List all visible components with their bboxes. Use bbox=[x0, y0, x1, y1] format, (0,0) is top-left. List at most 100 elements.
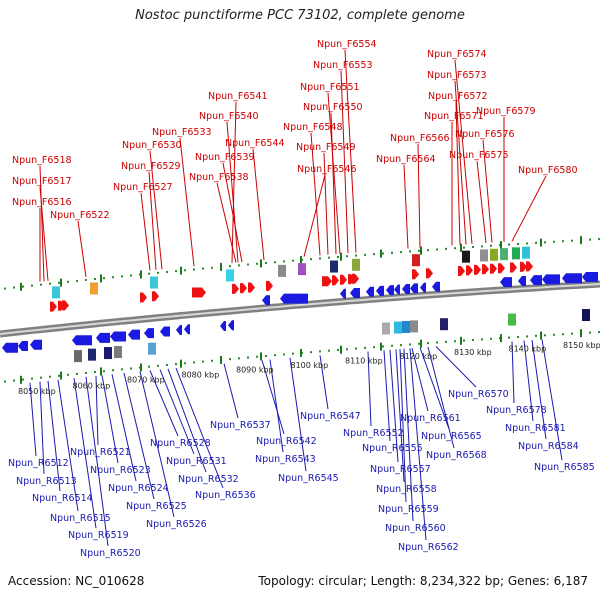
forward-leader-line bbox=[476, 160, 487, 244]
scale-dot bbox=[130, 274, 132, 277]
forward-gene-arrow bbox=[458, 265, 465, 276]
forward-gene-arrow bbox=[498, 263, 505, 274]
rna-feature-box bbox=[88, 348, 96, 361]
reverse-leader-line bbox=[149, 370, 179, 437]
scale-major-tick bbox=[260, 352, 262, 361]
reverse-leader-line bbox=[511, 341, 515, 404]
forward-gene-arrow bbox=[348, 274, 355, 285]
reverse-gene-arrow bbox=[420, 282, 426, 293]
reverse-leader-line bbox=[427, 346, 455, 449]
reverse-gene-arrow bbox=[144, 328, 154, 339]
scale-dot bbox=[238, 264, 240, 267]
reverse-leader-line bbox=[57, 379, 79, 512]
reverse-gene-label: Npun_R6558 bbox=[376, 484, 437, 495]
scale-dot bbox=[328, 349, 330, 352]
scale-major-tick bbox=[300, 256, 302, 264]
forward-leader-line bbox=[252, 148, 265, 261]
scale-dot bbox=[274, 354, 276, 357]
scale-dot bbox=[526, 335, 528, 338]
reverse-label-leaders bbox=[29, 339, 563, 547]
scale-dot bbox=[67, 280, 69, 283]
rna-feature-box bbox=[490, 248, 498, 261]
forward-leader-line bbox=[511, 175, 547, 242]
forward-gene-label: Npun_F6533 bbox=[152, 127, 212, 138]
reverse-gene-arrow bbox=[160, 326, 170, 337]
forward-leader-line bbox=[77, 220, 87, 277]
scale-dot bbox=[589, 238, 591, 241]
scale-dot bbox=[76, 279, 78, 282]
scale-dot bbox=[157, 271, 159, 274]
scale-dot bbox=[31, 377, 33, 380]
reverse-gene-label: Npun_R6585 bbox=[534, 462, 595, 473]
reverse-gene-arrow bbox=[562, 273, 582, 284]
scale-dot bbox=[229, 358, 231, 361]
scale-dot bbox=[265, 354, 267, 357]
scale-dot bbox=[202, 267, 204, 270]
scale-dot bbox=[346, 255, 348, 258]
forward-leader-line bbox=[140, 192, 151, 271]
scale-major-tick bbox=[460, 336, 462, 345]
reverse-gene-label: Npun_R6519 bbox=[68, 530, 129, 541]
scale-dot bbox=[319, 350, 321, 353]
scale-major-tick bbox=[460, 243, 462, 252]
reverse-leader-line bbox=[395, 349, 405, 483]
forward-gene-label: Npun_F6538 bbox=[189, 172, 249, 183]
scale-dot bbox=[22, 285, 24, 288]
reverse-leader-line bbox=[389, 349, 399, 463]
reverse-gene-arrow bbox=[376, 285, 384, 296]
reverse-gene-arrow bbox=[518, 275, 526, 286]
scale-dot bbox=[481, 338, 483, 341]
scale-dot bbox=[148, 272, 150, 275]
reverse-gene-label: Npun_R6570 bbox=[448, 389, 509, 400]
scale-dot bbox=[76, 372, 78, 375]
reverse-gene-label: Npun_R6531 bbox=[166, 456, 227, 467]
forward-gene-labels: Npun_F6518 Npun_F6517 Npun_F6516 Npun_F6522… bbox=[12, 39, 578, 221]
reverse-leader-line bbox=[73, 378, 97, 529]
scale-major-tick bbox=[140, 363, 142, 372]
reverse-gene-arrow bbox=[128, 329, 140, 340]
scale-dot bbox=[103, 277, 105, 280]
scale-dot bbox=[562, 240, 564, 243]
scale-major-tick bbox=[220, 355, 222, 364]
scale-dot bbox=[553, 240, 555, 243]
scale-dot bbox=[49, 282, 51, 285]
scale-major-tick bbox=[260, 259, 262, 268]
rna-feature-box bbox=[150, 276, 158, 289]
map-title: Nostoc punctiforme PCC 73102, complete g… bbox=[135, 8, 465, 23]
scale-dot bbox=[283, 353, 285, 356]
rna-features bbox=[52, 246, 590, 363]
forward-gene-arrow bbox=[62, 300, 69, 311]
rna-feature-box bbox=[394, 321, 402, 334]
scale-dot bbox=[472, 338, 474, 341]
scale-major-tick bbox=[420, 339, 422, 348]
forward-gene-arrow bbox=[58, 300, 65, 311]
scale-dot bbox=[211, 266, 213, 269]
reverse-gene-labels: Npun_R6512 Npun_R6513 Npun_R6514 Npun_R6515… bbox=[8, 389, 595, 559]
reverse-gene-arrow bbox=[184, 324, 190, 335]
scale-major-tick bbox=[500, 241, 502, 250]
reverse-gene-arrow bbox=[2, 342, 18, 353]
reverse-leader-line bbox=[419, 347, 450, 430]
forward-gene-label: Npun_F6580 bbox=[518, 165, 578, 176]
scale-dot bbox=[238, 357, 240, 360]
scale-major-tick bbox=[380, 249, 382, 258]
scale-dot bbox=[409, 343, 411, 346]
scale-dot bbox=[337, 348, 339, 351]
rna-feature-box bbox=[226, 269, 234, 282]
forward-gene-label: Npun_F6574 bbox=[427, 49, 487, 60]
scale-dot bbox=[463, 246, 465, 249]
scale-dot bbox=[175, 363, 177, 366]
rna-feature-box bbox=[402, 320, 410, 333]
scale-dot bbox=[526, 242, 528, 245]
scale-dot bbox=[121, 368, 123, 371]
scale-dot bbox=[310, 258, 312, 261]
forward-leader-line bbox=[330, 112, 337, 255]
scale-dot bbox=[517, 336, 519, 339]
reverse-leader-line bbox=[111, 374, 137, 482]
forward-gene-label: Npun_F6548 bbox=[283, 122, 343, 133]
reverse-gene-label: Npun_R6584 bbox=[518, 441, 579, 452]
scale-dot bbox=[148, 365, 150, 368]
scale-label: 8130 kbp bbox=[454, 348, 492, 357]
scale-dot bbox=[166, 363, 168, 366]
scale-dot bbox=[373, 253, 375, 256]
